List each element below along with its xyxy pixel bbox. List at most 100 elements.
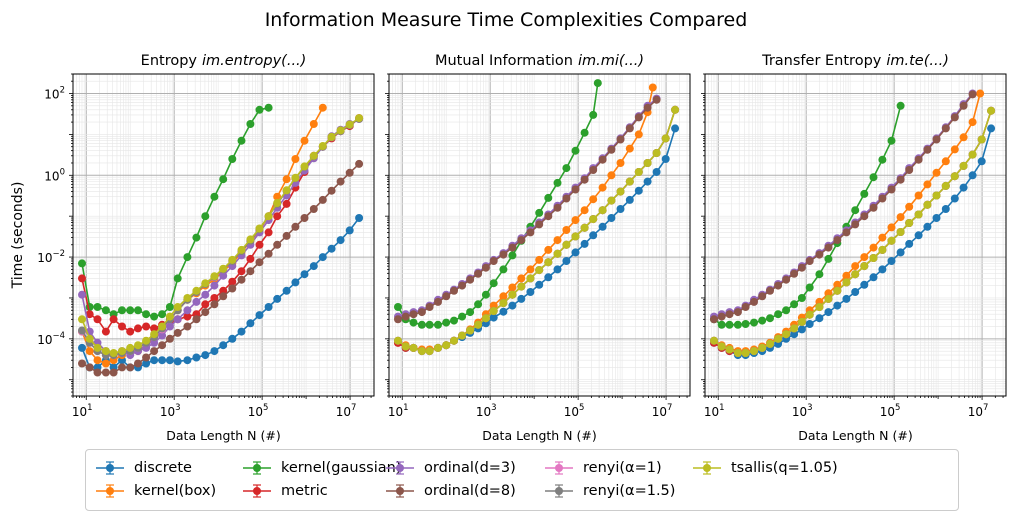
data-point — [318, 253, 327, 262]
data-point — [959, 161, 968, 170]
data-point — [345, 168, 354, 177]
data-point — [183, 253, 192, 262]
data-point — [805, 320, 814, 328]
data-point — [78, 290, 86, 299]
data-point — [671, 105, 680, 114]
data-point — [210, 272, 219, 281]
data-point — [887, 257, 896, 265]
data-point — [941, 124, 950, 133]
data-point — [474, 300, 483, 309]
axes-frame — [72, 73, 375, 397]
data-point — [219, 175, 228, 184]
data-point — [474, 269, 483, 278]
data-point — [201, 351, 210, 360]
data-point — [192, 315, 201, 324]
data-point — [355, 214, 364, 222]
data-point — [158, 341, 167, 350]
data-point — [717, 312, 726, 321]
data-point — [101, 368, 110, 377]
x-tick-label: 105 — [248, 403, 269, 419]
data-point — [134, 324, 142, 333]
axes-frame — [388, 73, 691, 397]
data-point — [887, 236, 896, 245]
legend-label: renyi(α=1.5) — [583, 483, 676, 499]
legend-marker-icon — [96, 461, 124, 475]
data-point — [210, 300, 219, 309]
data-point — [535, 266, 544, 275]
data-point — [824, 294, 833, 303]
data-point — [264, 212, 273, 221]
series-ordinal-d-8 — [710, 90, 977, 324]
data-point — [941, 205, 950, 213]
data-point — [417, 347, 426, 356]
data-point — [158, 322, 167, 331]
data-point — [950, 194, 959, 203]
data-point — [489, 257, 498, 265]
data-point — [634, 168, 643, 176]
data-point — [442, 341, 451, 350]
data-point — [959, 133, 968, 142]
y-tick-label: 10−2 — [37, 249, 65, 265]
x-tick-label: 107 — [652, 403, 673, 419]
legend-marker-icon — [693, 461, 721, 475]
legend-label: discrete — [134, 460, 192, 476]
data-point — [571, 232, 580, 241]
data-point — [869, 273, 878, 282]
data-point — [401, 342, 410, 351]
x-axis-label: Data Length N (#) — [798, 428, 912, 443]
data-point — [118, 322, 126, 331]
data-point — [255, 311, 264, 320]
data-point — [291, 222, 300, 231]
y-tick-label: 100 — [44, 167, 65, 183]
data-point — [797, 317, 806, 326]
data-point — [851, 270, 860, 279]
data-point — [782, 330, 791, 339]
data-point — [648, 83, 657, 92]
data-point — [878, 194, 887, 203]
data-point — [987, 124, 996, 133]
data-point — [535, 208, 544, 217]
series-group — [394, 79, 680, 356]
data-point — [782, 275, 791, 284]
data-point — [246, 267, 255, 276]
data-point — [733, 349, 742, 357]
data-point — [671, 124, 680, 133]
data-point — [815, 303, 824, 311]
data-point — [923, 200, 932, 209]
data-point — [481, 314, 490, 323]
data-point — [85, 363, 94, 372]
x-tick-label: 101 — [704, 403, 725, 419]
data-point — [824, 254, 833, 263]
data-point — [489, 307, 498, 315]
series-discrete — [394, 124, 680, 356]
data-point — [237, 267, 246, 276]
data-point — [805, 283, 814, 292]
data-point — [589, 110, 598, 119]
x-tick-label: 101 — [388, 403, 409, 419]
data-point — [309, 151, 318, 160]
data-point — [634, 130, 643, 139]
data-point — [93, 343, 102, 352]
data-point — [932, 191, 941, 200]
data-point — [101, 347, 110, 356]
data-point — [466, 308, 475, 317]
data-point — [499, 299, 508, 308]
data-point — [932, 168, 941, 177]
data-point — [282, 231, 291, 240]
data-point — [499, 292, 508, 301]
data-point — [526, 274, 535, 283]
legend-label: kernel(box) — [134, 483, 217, 499]
data-point — [725, 320, 734, 329]
data-point — [78, 343, 86, 352]
data-point — [489, 313, 498, 322]
data-point — [394, 303, 402, 311]
data-point — [589, 166, 598, 174]
data-point — [210, 281, 219, 290]
data-point — [598, 206, 607, 215]
data-point — [905, 219, 914, 227]
legend-label: renyi(α=1) — [583, 460, 662, 476]
data-point — [833, 280, 842, 289]
series-group — [710, 89, 996, 360]
data-point — [741, 349, 750, 357]
data-point — [150, 324, 159, 333]
